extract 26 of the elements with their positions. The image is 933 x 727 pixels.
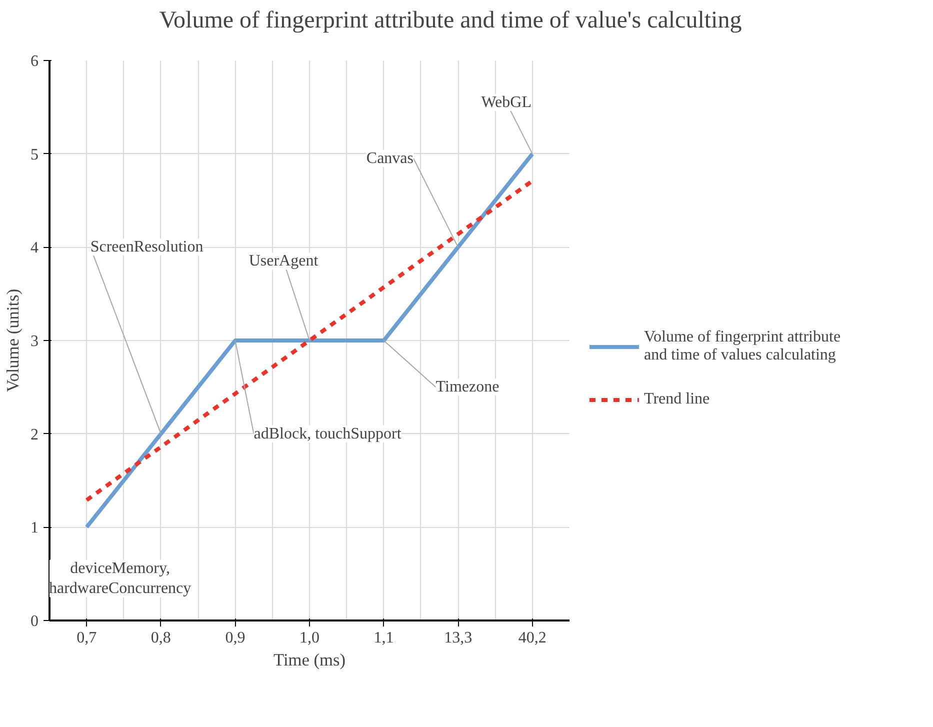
legend-label: Volume of fingerprint attribute and time of values calculating bbox=[644, 328, 841, 364]
annotation: WebGL bbox=[481, 94, 532, 111]
x-tick-label: 40,2 bbox=[518, 630, 546, 646]
annotation: Timezone bbox=[436, 378, 500, 396]
y-tick-label: 0 bbox=[30, 613, 38, 630]
y-tick-label: 3 bbox=[30, 333, 38, 350]
annotation: Canvas bbox=[366, 150, 414, 167]
y-tick-label: 2 bbox=[30, 426, 38, 444]
y-tick-label: 1 bbox=[30, 520, 38, 537]
chart-title: Volume of fingerprint attribute and time of value's calculting bbox=[159, 8, 742, 34]
x-tick-label: 0,8 bbox=[150, 630, 171, 646]
x-tick-label: 13,3 bbox=[444, 630, 472, 646]
annotation: ScreenResolution bbox=[90, 238, 204, 256]
x-tick-label: 1,1 bbox=[374, 630, 394, 646]
legend-label: Trend line bbox=[644, 390, 710, 408]
annotation: UserAgent bbox=[248, 252, 319, 270]
annotation: adBlock, touchSupport bbox=[254, 425, 402, 442]
y-tick-label: 5 bbox=[30, 146, 38, 164]
y-tick-label: 6 bbox=[30, 53, 38, 70]
y-axis-title: Volume (units) bbox=[4, 288, 22, 392]
x-tick-label: 0,7 bbox=[76, 630, 97, 646]
x-axis-title: Time (ms) bbox=[273, 650, 346, 670]
x-tick-label: 1,0 bbox=[300, 630, 320, 646]
y-tick-label: 4 bbox=[30, 240, 38, 257]
x-tick-label: 0,9 bbox=[225, 630, 246, 646]
annotation: deviceMemory, hardwareConcurrency bbox=[48, 560, 192, 598]
